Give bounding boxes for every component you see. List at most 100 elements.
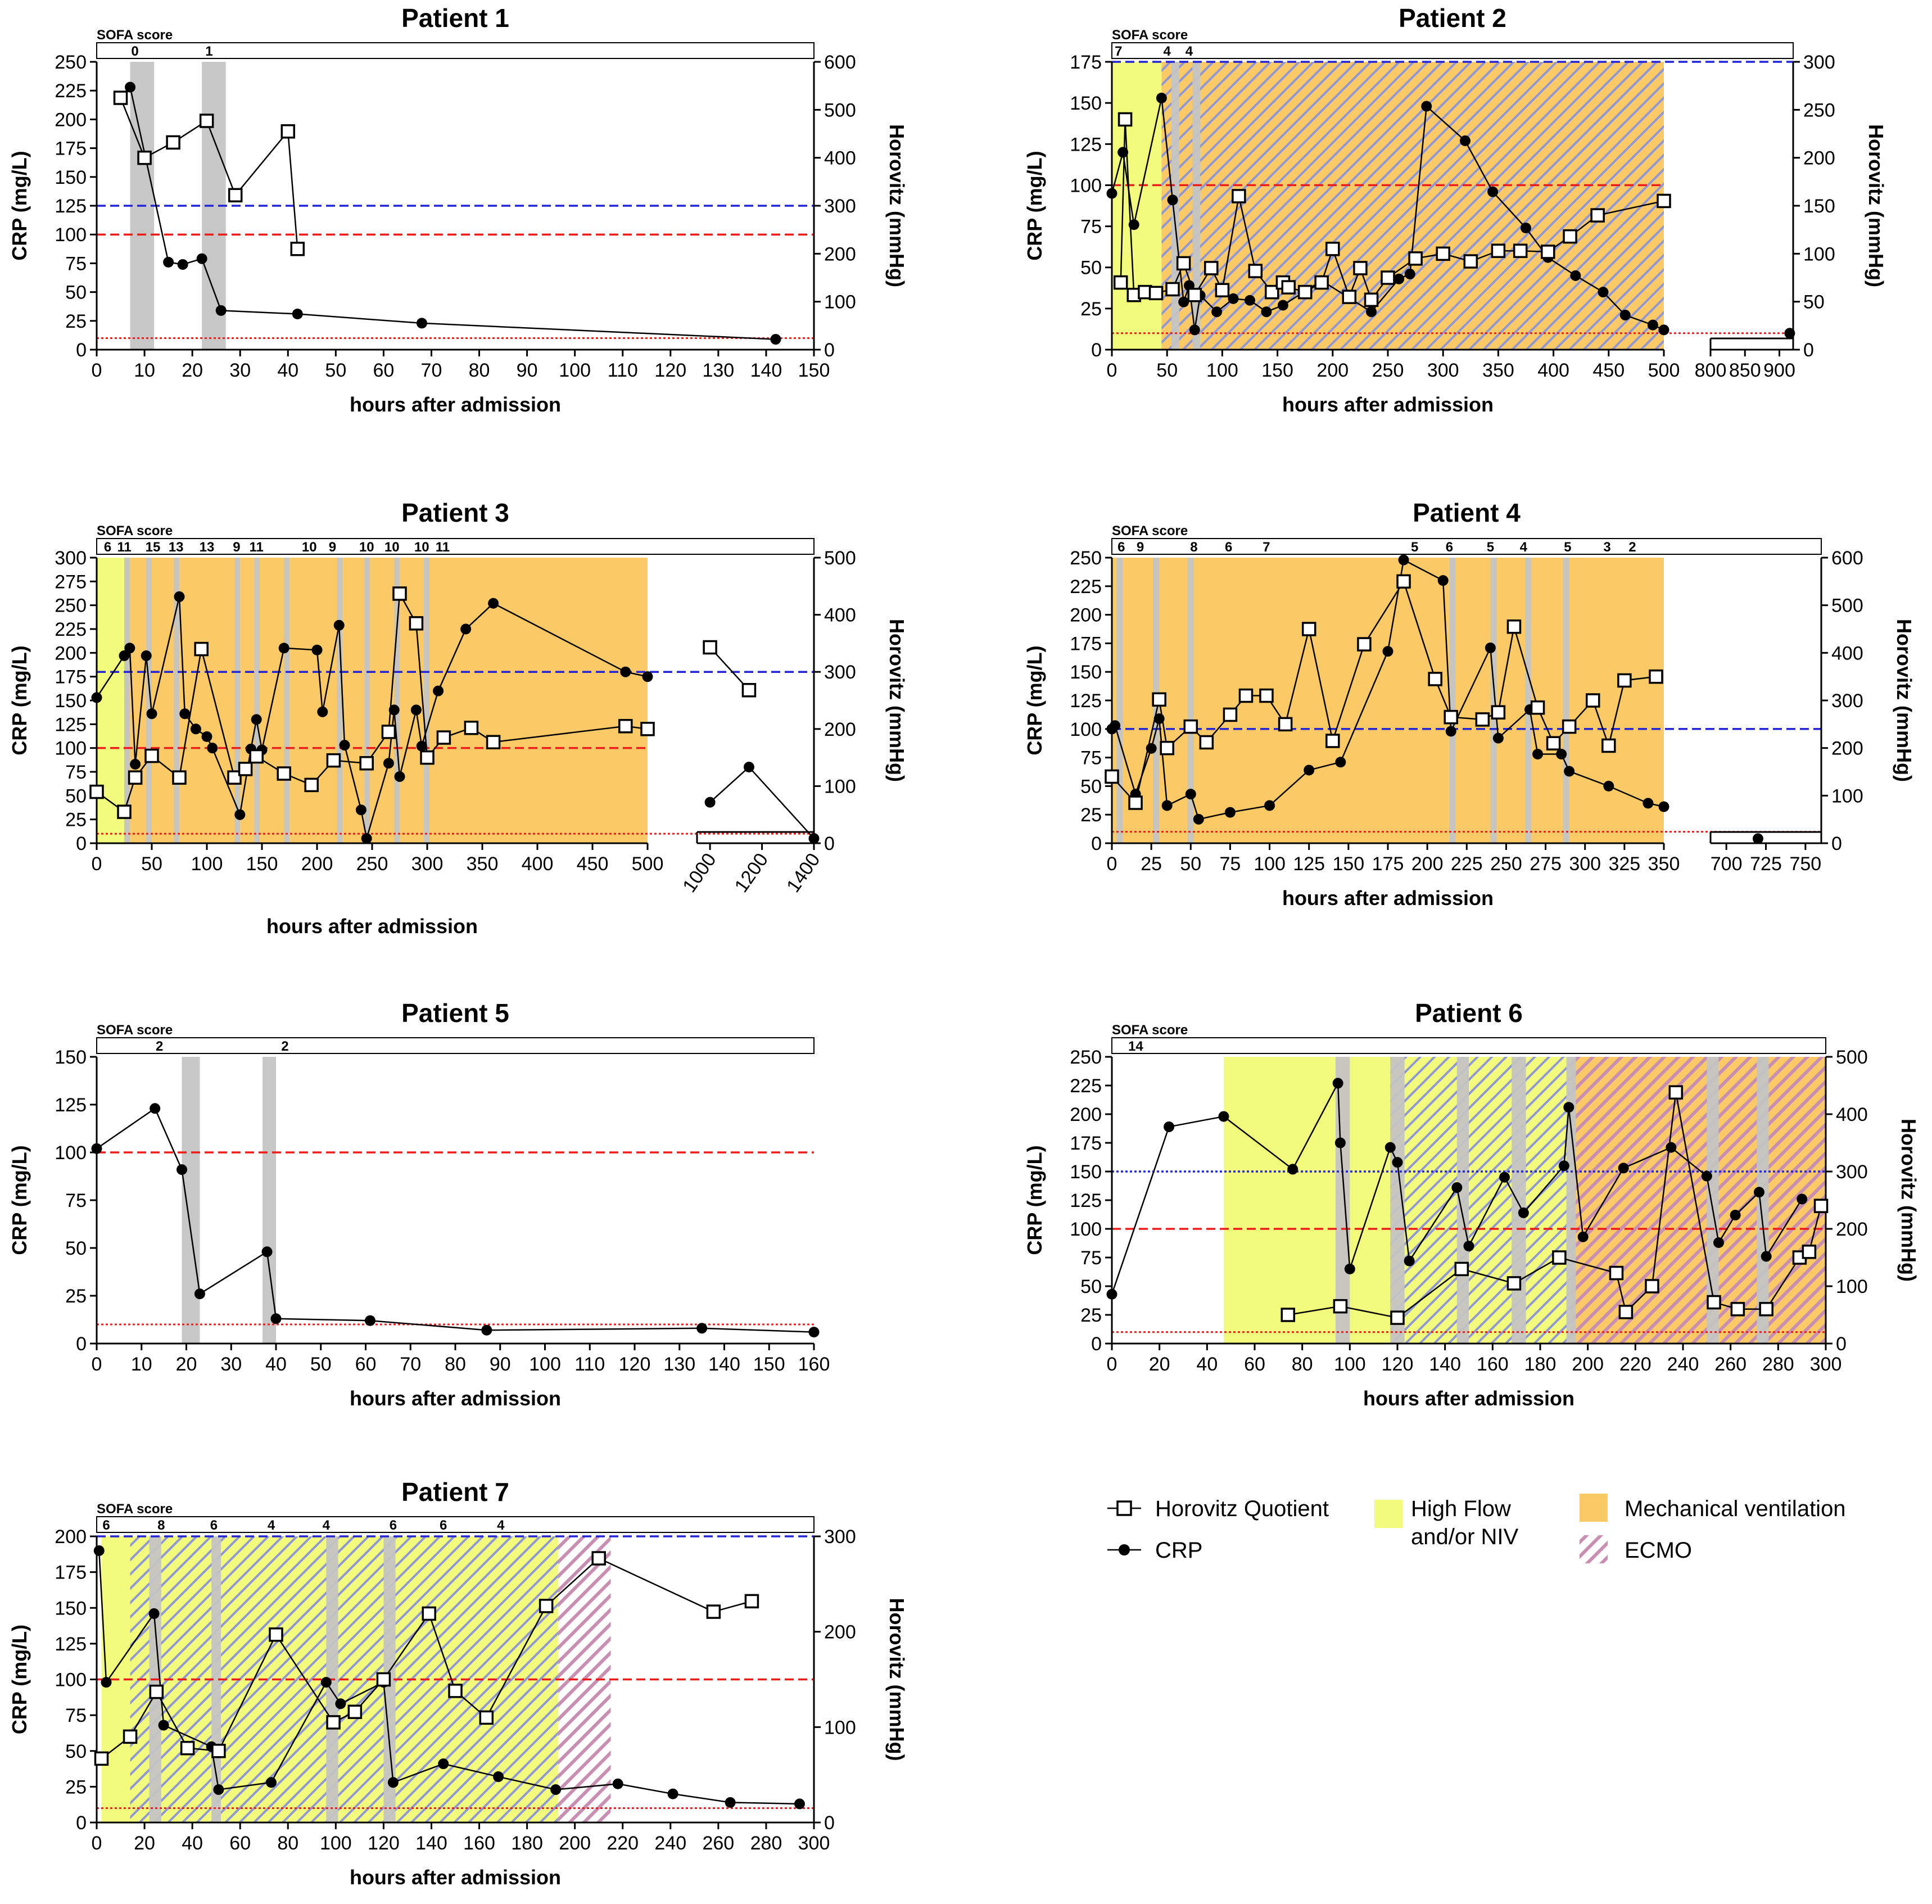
patient-6-crp-point — [1558, 1160, 1569, 1172]
patient-2-crp-point — [1598, 287, 1609, 298]
patient-4-y2-tick-label: 500 — [1831, 595, 1863, 617]
legend-mv: Mechanical ventilation — [1580, 1494, 1846, 1522]
patient-6-horovitz-point — [1390, 1310, 1405, 1325]
patient-6-x-tick-label: 240 — [1667, 1354, 1699, 1375]
patient-7-y-tick-label: 50 — [65, 1741, 87, 1762]
patient-2-horovitz-point — [1248, 264, 1263, 278]
patient-5-x-tick-label: 140 — [708, 1354, 740, 1375]
patient-2-crp-point — [1521, 222, 1531, 233]
patient-6-crp-point — [1577, 1231, 1589, 1242]
patient-4-x-tick-label: 25 — [1141, 853, 1162, 875]
patient-6-interruption-bar — [1757, 1057, 1769, 1344]
patient-6-y2-tick-label: 0 — [1836, 1333, 1847, 1355]
patient-3-horovitz-point — [194, 641, 209, 657]
patient-7-horovitz-point — [94, 1751, 109, 1766]
patient-4-y-tick-label: 25 — [1080, 804, 1102, 826]
patient-6-band-mv_ecmo2 — [1571, 1057, 1826, 1344]
patient-7-horovitz-point — [706, 1604, 721, 1619]
patient-6-x-tick-label: 280 — [1762, 1354, 1794, 1375]
patient-1-x-tick-label: 40 — [277, 360, 298, 381]
patient-6-crp-point — [1218, 1111, 1229, 1122]
patient-6-band-hf_mv — [1390, 1057, 1572, 1344]
patient-1-horovitz-point — [290, 242, 305, 256]
patient-4-crp-point — [1224, 807, 1236, 818]
patient-4-horovitz-point — [1491, 705, 1506, 720]
patient-3-horovitz-point — [436, 730, 451, 745]
patient-6-x-tick-label: 60 — [1244, 1354, 1265, 1375]
patient-6-crp-point — [1384, 1142, 1396, 1153]
patient-2-crp-point — [1117, 147, 1129, 158]
patient-4-band-mv — [1112, 558, 1664, 843]
patient-5-y-tick-label: 125 — [55, 1095, 87, 1116]
patient-5-x-tick-label: 0 — [92, 1354, 102, 1375]
patient-7-horovitz-line — [101, 1557, 752, 1760]
patient-4-horovitz-point — [1199, 735, 1214, 750]
patient-3-crp-point — [119, 650, 130, 661]
patient-4-sofa-value: 6 — [1225, 540, 1232, 555]
patient-6-crp-point — [1666, 1142, 1677, 1153]
patient-4-crp-point — [1532, 749, 1544, 760]
patient-3-x-tick-label: 500 — [632, 853, 664, 875]
patient-3-sofa-value: 11 — [436, 540, 450, 555]
patient-3-y2-tick-label: 500 — [824, 548, 856, 569]
legend-crp-label: CRP — [1155, 1538, 1202, 1563]
patient-4-sofa-value: 2 — [1628, 540, 1636, 555]
patient-3-x-tick-label: 450 — [577, 853, 609, 875]
patient-4-crp-point — [1752, 833, 1763, 844]
legend-crp-marker — [1119, 1544, 1130, 1555]
patient-5-crp-line — [96, 1107, 815, 1333]
patient-4-x-tick-label: 75 — [1220, 853, 1241, 875]
patient-2-horovitz-point — [1381, 270, 1395, 285]
legend-mv-label: Mechanical ventilation — [1625, 1496, 1846, 1521]
patient-4-sofa-value: 5 — [1564, 540, 1571, 555]
patient-6-y2-tick-label: 300 — [1836, 1161, 1868, 1183]
patient-2-band-hf — [1112, 62, 1162, 350]
patient-4-sofa-value: 9 — [1137, 540, 1144, 555]
patient-6-y2-tick-label: 100 — [1836, 1276, 1868, 1297]
patient-6-x-tick-label: 80 — [1292, 1354, 1313, 1375]
patient-2-horovitz-point — [1314, 275, 1329, 290]
patient-1-title: Patient 1 — [401, 3, 509, 33]
patient-3-y-tick-label: 75 — [65, 762, 87, 783]
patient-6-x-tick-label: 300 — [1810, 1354, 1842, 1375]
patient-3-crp-point — [333, 619, 345, 631]
patient-3-y-tick-label: 200 — [55, 643, 87, 664]
patient-6-crp-point — [1106, 1288, 1117, 1300]
patient-7-horovitz-point — [211, 1744, 226, 1758]
patient-6-horovitz-point — [1333, 1299, 1348, 1314]
patient-3-band-mv — [124, 558, 648, 843]
patient-3-y2-tick-label: 200 — [824, 719, 856, 740]
patient-4-interruption-bar — [1563, 558, 1569, 843]
patient-6-interruption-bar — [1707, 1057, 1719, 1344]
patient-2-y-axis-label: CRP (mg/L) — [1023, 151, 1046, 260]
patient-3-y2-tick-label: 300 — [824, 662, 856, 683]
patient-2-x-tick-label: 400 — [1537, 360, 1569, 381]
patient-1-sofa-box — [96, 42, 815, 59]
patient-2-horovitz-point — [1541, 245, 1555, 259]
patient-4-horovitz-point — [1259, 688, 1274, 703]
patient-6-crp-point — [1618, 1163, 1629, 1174]
patient-3-horovitz-point — [392, 586, 407, 601]
patient-2-horovitz-point — [1590, 208, 1605, 223]
patient-2-x-tick-label: 250 — [1372, 360, 1404, 381]
patient-5-interruption-bar — [182, 1057, 200, 1344]
patient-4-y2-tick-label: 400 — [1831, 643, 1863, 664]
patient-7-x-tick-label: 180 — [511, 1833, 543, 1854]
patient-3-horovitz-point — [486, 735, 501, 749]
patient-7-sofa-value: 4 — [497, 1518, 505, 1533]
patient-5-y-tick-label: 0 — [76, 1333, 87, 1355]
patient-2-y2-tick-label: 50 — [1803, 292, 1825, 313]
patient-3-interruption-bar — [424, 558, 429, 843]
patient-2-horovitz-point — [1563, 229, 1577, 244]
patient-6-y2-tick-label: 400 — [1836, 1104, 1868, 1125]
patient-3-horovitz-point — [640, 722, 655, 736]
patient-7-horovitz-point — [479, 1710, 494, 1725]
patient-7-sofa-value: 4 — [323, 1518, 331, 1533]
patient-2-x-tick-label: 450 — [1592, 360, 1625, 381]
patient-3-crp-point — [743, 762, 754, 773]
patient-7-crp-point — [387, 1777, 399, 1788]
patient-4-crp-point — [1146, 743, 1157, 754]
patient-6-interruption-bar — [1456, 1057, 1469, 1344]
